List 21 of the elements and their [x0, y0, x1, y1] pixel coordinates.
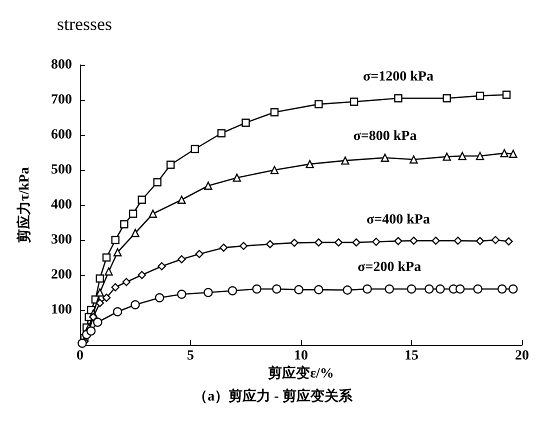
text: （a）剪应力 - 剪应变关系 — [194, 388, 354, 404]
y-tick-label: 700 — [51, 92, 72, 108]
text: stresses — [57, 14, 112, 34]
series-label: σ=800 kPa — [353, 129, 417, 144]
y-tick-label: 400 — [51, 198, 72, 212]
x-tick-label: 10 — [294, 348, 308, 364]
y-tick-label: 100 — [51, 302, 72, 318]
x-tick-label: 20 — [515, 348, 529, 364]
y-tick-label: 200 — [51, 268, 72, 282]
series-label: σ=1200 kPa — [363, 70, 434, 85]
y-tick-label: 600 — [51, 128, 72, 142]
x-tick-label: 0 — [76, 348, 84, 364]
x-tick-label: 5 — [187, 348, 194, 364]
series-label: σ=400 kPa — [366, 212, 430, 228]
y-tick-label: 300 — [51, 232, 72, 248]
y-tick-label: 500 — [51, 162, 72, 178]
x-axis-title: 剪应变ε/% — [268, 364, 334, 382]
x-tick-label: 15 — [404, 348, 418, 364]
y-tick-label: 800 — [51, 58, 72, 72]
series-label: σ=200 kPa — [358, 260, 422, 275]
y-axis-title: 剪应力τ/kPa — [16, 167, 32, 243]
